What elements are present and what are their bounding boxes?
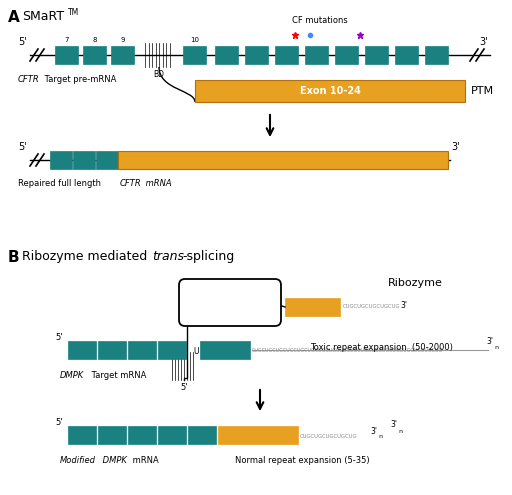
Text: 5': 5' — [18, 142, 27, 152]
Text: -splicing: -splicing — [182, 250, 234, 263]
Text: Ribozyme: Ribozyme — [388, 278, 442, 288]
Bar — [183, 46, 206, 64]
Bar — [55, 46, 78, 64]
Text: CFTR: CFTR — [120, 179, 142, 188]
Text: B: B — [8, 250, 19, 265]
Text: CFTR: CFTR — [18, 75, 40, 84]
Bar — [98, 426, 126, 444]
Bar — [83, 46, 106, 64]
Text: Exon 10-24: Exon 10-24 — [300, 86, 360, 96]
Text: 5': 5' — [55, 418, 62, 427]
Bar — [158, 341, 186, 359]
Text: 3': 3' — [479, 37, 488, 47]
Text: DMPK: DMPK — [100, 456, 127, 465]
Bar — [68, 341, 96, 359]
Text: 3': 3' — [400, 300, 407, 309]
Bar — [128, 341, 156, 359]
Text: 10: 10 — [190, 37, 199, 43]
Text: 3': 3' — [486, 337, 493, 346]
Text: BD: BD — [154, 70, 164, 79]
Text: Toxic repeat expansion  (50-2000): Toxic repeat expansion (50-2000) — [310, 344, 453, 352]
Text: CF mutations: CF mutations — [292, 16, 348, 25]
Text: Repaired full length: Repaired full length — [18, 179, 103, 188]
Text: A: A — [8, 10, 20, 25]
Text: CUGCUGCUGCUGCUG: CUGCUGCUGCUGCUG — [343, 304, 400, 309]
Bar — [195, 80, 465, 102]
Bar — [188, 426, 216, 444]
Bar — [335, 46, 358, 64]
Text: n: n — [398, 429, 402, 434]
Text: SMaRT: SMaRT — [22, 10, 64, 23]
Text: 3': 3' — [370, 428, 377, 437]
Text: Ribozyme mediated: Ribozyme mediated — [22, 250, 151, 263]
Bar — [425, 46, 448, 64]
Text: CUGCUGCUGCUGCUGCUGCUGCUGCUGCUGCUGCUGCUGCUGCUGCUGCUGCUG: CUGCUGCUGCUGCUGCUGCUGCUGCUGCUGCUGCUGCUGC… — [252, 348, 443, 353]
Text: Modified: Modified — [60, 456, 96, 465]
Text: 5': 5' — [55, 333, 62, 342]
Text: mRNA: mRNA — [130, 456, 159, 465]
Text: Target pre-mRNA: Target pre-mRNA — [42, 75, 116, 84]
Text: 5': 5' — [180, 383, 188, 392]
Bar — [118, 151, 448, 169]
Text: U: U — [193, 346, 199, 355]
Text: 3': 3' — [390, 420, 397, 429]
Bar — [275, 46, 298, 64]
Bar — [285, 298, 340, 316]
Bar — [245, 46, 268, 64]
Bar — [215, 46, 238, 64]
Bar — [200, 341, 250, 359]
Text: 3': 3' — [452, 142, 460, 152]
Text: mRNA: mRNA — [143, 179, 172, 188]
Text: PTM: PTM — [471, 86, 494, 96]
Bar — [68, 426, 96, 444]
Text: Target mRNA: Target mRNA — [89, 371, 146, 380]
Bar — [305, 46, 328, 64]
Text: CUGCUGCUGCUGCUG: CUGCUGCUGCUGCUG — [300, 434, 357, 439]
Text: 9: 9 — [120, 37, 125, 43]
Bar — [365, 46, 388, 64]
Bar — [128, 426, 156, 444]
Text: DMPK: DMPK — [60, 371, 84, 380]
Text: 5': 5' — [18, 37, 27, 47]
FancyBboxPatch shape — [179, 279, 281, 326]
Text: trans: trans — [152, 250, 184, 263]
Bar — [73, 151, 95, 169]
Text: Normal repeat expansion (5-35): Normal repeat expansion (5-35) — [235, 456, 370, 465]
Text: n: n — [494, 345, 498, 350]
Text: n: n — [378, 434, 382, 439]
Text: 7: 7 — [64, 37, 69, 43]
Text: 8: 8 — [92, 37, 97, 43]
Bar — [395, 46, 418, 64]
Bar — [96, 151, 118, 169]
Bar — [111, 46, 134, 64]
Text: TM: TM — [68, 8, 79, 17]
Bar — [50, 151, 72, 169]
Bar — [158, 426, 186, 444]
Bar — [218, 426, 298, 444]
Bar — [98, 341, 126, 359]
